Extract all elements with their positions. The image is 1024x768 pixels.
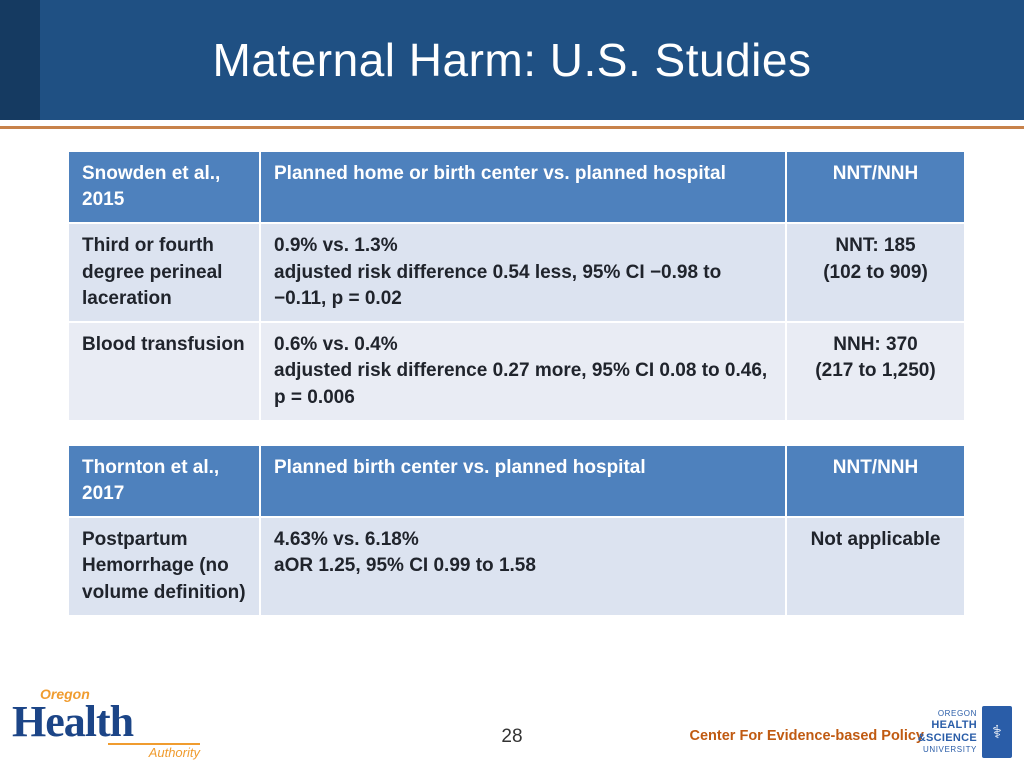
effect-line: Not applicable <box>810 529 941 551</box>
header-cell-effect: NNT/NNH <box>785 443 966 519</box>
oregon-health-authority-logo: Oregon Health Authority <box>12 687 202 760</box>
effect-line: NNT: 185 <box>835 235 916 257</box>
title-bar-accent <box>0 0 40 120</box>
table-row: Third or fourth degree perineal lacerati… <box>67 222 966 324</box>
effect-line: (217 to 1,250) <box>815 360 936 382</box>
result-line: 0.6% vs. 0.4% <box>274 334 398 356</box>
accent-divider <box>0 126 1024 129</box>
result-cell: 0.6% vs. 0.4% adjusted risk difference 0… <box>259 321 787 422</box>
result-line: adjusted risk difference 0.27 more, 95% … <box>274 360 768 408</box>
study-table-snowden: Snowden et al., 2015 Planned home or bir… <box>67 149 966 422</box>
result-line: 4.63% vs. 6.18% <box>274 529 419 551</box>
effect-cell: NNH: 370 (217 to 1,250) <box>785 321 966 422</box>
header-cell-effect: NNT/NNH <box>785 149 966 225</box>
title-bar: Maternal Harm: U.S. Studies <box>0 0 1024 120</box>
header-cell-study: Thornton et al., 2017 <box>67 443 261 519</box>
oha-logo-oregon-text: Oregon <box>40 685 90 702</box>
page-number: 28 <box>501 726 523 747</box>
ohsu-logo-line: &SCIENCE <box>917 732 977 744</box>
ohsu-logo-line: HEALTH <box>931 718 977 731</box>
result-cell: 0.9% vs. 1.3% adjusted risk difference 0… <box>259 222 787 324</box>
result-line: adjusted risk difference 0.54 less, 95% … <box>274 261 722 309</box>
ohsu-logo-text: OREGON HEALTH &SCIENCE UNIVERSITY <box>918 709 977 755</box>
effect-cell: NNT: 185 (102 to 909) <box>785 222 966 324</box>
table-header-row: Snowden et al., 2015 Planned home or bir… <box>67 149 966 225</box>
result-line: aOR 1.25, 95% CI 0.99 to 1.58 <box>274 555 536 577</box>
ohsu-logo: OREGON HEALTH &SCIENCE UNIVERSITY ⚕ <box>918 706 1012 758</box>
oha-logo-authority-text: Authority <box>108 742 200 760</box>
result-line: 0.9% vs. 1.3% <box>274 235 398 257</box>
ohsu-logo-line: UNIVERSITY <box>922 745 977 755</box>
header-cell-study: Snowden et al., 2015 <box>67 149 261 225</box>
effect-cell: Not applicable <box>785 516 966 617</box>
outcome-cell: Blood transfusion <box>67 321 261 422</box>
ohsu-logo-line: OREGON <box>937 709 977 719</box>
study-table-thornton: Thornton et al., 2017 Planned birth cent… <box>67 443 966 617</box>
footer-org-name: Center For Evidence-based Policy <box>689 728 925 744</box>
outcome-cell: Third or fourth degree perineal lacerati… <box>67 222 261 324</box>
table-header-row: Thornton et al., 2017 Planned birth cent… <box>67 443 966 519</box>
effect-line: NNH: 370 <box>833 334 918 356</box>
oha-logo-health-text: Health <box>12 696 134 746</box>
table-row: Postpartum Hemorrhage (no volume definit… <box>67 516 966 617</box>
table-row: Blood transfusion 0.6% vs. 0.4% adjusted… <box>67 321 966 422</box>
header-cell-comparison: Planned home or birth center vs. planned… <box>259 149 787 225</box>
slide-content: Snowden et al., 2015 Planned home or bir… <box>67 149 966 617</box>
header-cell-comparison: Planned birth center vs. planned hospita… <box>259 443 787 519</box>
result-cell: 4.63% vs. 6.18% aOR 1.25, 95% CI 0.99 to… <box>259 516 787 617</box>
outcome-cell: Postpartum Hemorrhage (no volume definit… <box>67 516 261 617</box>
effect-line: (102 to 909) <box>823 261 928 283</box>
ohsu-emblem-icon: ⚕ <box>982 706 1012 758</box>
page-title: Maternal Harm: U.S. Studies <box>212 34 812 86</box>
